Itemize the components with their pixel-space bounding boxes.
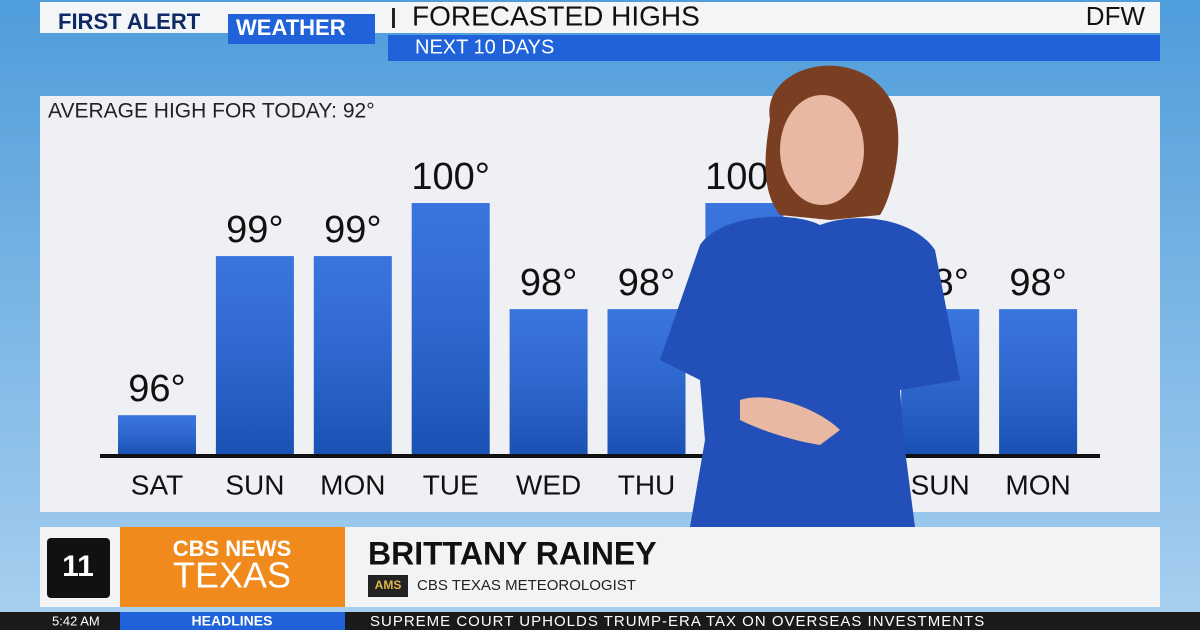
header-bar [40, 2, 1160, 33]
x-tick-label: SUN [225, 469, 284, 500]
value-label: 99° [226, 209, 283, 251]
bar-shade [999, 309, 1078, 455]
bar-shade [313, 256, 392, 455]
header-subtitle: NEXT 10 DAYS [415, 36, 554, 58]
subtitle-bar [388, 35, 1160, 61]
channel: 11 [62, 550, 94, 583]
person-role: CBS TEXAS METEOROLOGIST [417, 577, 636, 594]
network-box [120, 527, 345, 607]
divider [392, 8, 395, 28]
ticker-label: HEADLINES [192, 613, 273, 629]
bar-shade [411, 203, 490, 455]
x-tick-label: SAT [131, 469, 183, 500]
person-name: BRITTANY RAINEY [368, 535, 657, 571]
ticker-text: SUPREME COURT UPHOLDS TRUMP-ERA TAX ON O… [370, 613, 985, 630]
brand-second: WEATHER [236, 15, 346, 40]
presenter [660, 65, 960, 527]
value-label: 99° [324, 209, 381, 251]
badge: AMS [375, 578, 402, 592]
baseline [100, 454, 1100, 458]
region: TEXAS [173, 555, 291, 596]
x-tick-label: THU [618, 469, 676, 500]
ticker-label-box [120, 612, 345, 630]
annotation: AVERAGE HIGH FOR TODAY: 92° [48, 100, 375, 123]
x-tick-label: TUE [423, 469, 479, 500]
bar-shade [118, 415, 196, 455]
bar-shade [509, 309, 588, 455]
header-title: FORECASTED HIGHS [412, 0, 700, 31]
value-label: 98° [520, 262, 577, 304]
value-label: 98° [618, 262, 675, 304]
badge-box [368, 575, 408, 597]
ticker-time: 5:42 AM [52, 613, 100, 628]
value-label: 100° [411, 156, 490, 198]
channel-logo [47, 538, 110, 598]
network: CBS NEWS [173, 536, 292, 561]
bar-shade [215, 256, 294, 455]
value-label: 98° [1009, 262, 1066, 304]
x-tick-label: MON [1005, 469, 1070, 500]
brand-box [228, 14, 375, 44]
x-tick-label: MON [320, 469, 385, 500]
chart-panel [40, 96, 1160, 512]
brand-first: FIRST ALERT [58, 9, 201, 34]
location: DFW [1086, 1, 1146, 31]
x-tick-label: SUN [911, 469, 970, 500]
value-label: 96° [128, 368, 185, 410]
x-tick-label: WED [516, 469, 581, 500]
